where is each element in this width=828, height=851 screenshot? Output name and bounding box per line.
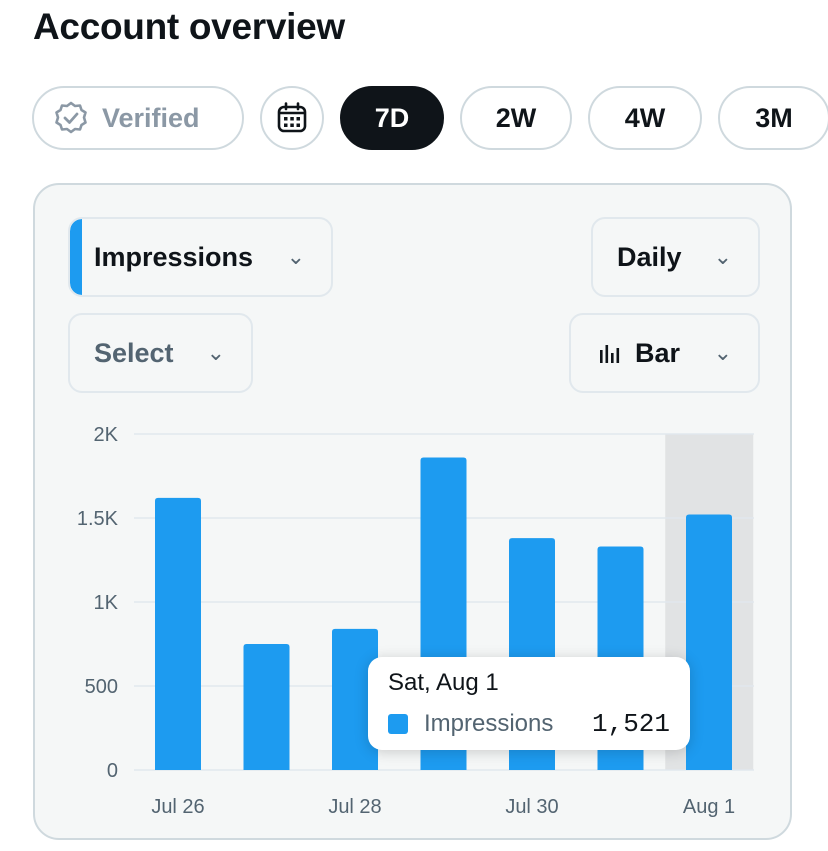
verified-label: Verified: [102, 102, 200, 133]
x-tick-label: Aug 1: [683, 796, 735, 818]
metric-label: Impressions: [94, 241, 254, 272]
y-tick-label: 1.5K: [77, 508, 119, 530]
tooltip-series-label: Impressions: [424, 710, 554, 737]
bar[interactable]: [243, 644, 290, 770]
x-tick-label: Jul 26: [151, 796, 204, 818]
period-2w-button[interactable]: 2W: [460, 86, 572, 150]
y-tick-label: 500: [85, 676, 118, 698]
interval-label: Daily: [617, 241, 682, 272]
x-tick-label: Jul 30: [505, 796, 558, 818]
tooltip-value: 1,521: [591, 709, 670, 739]
bar-chart-icon: [600, 345, 620, 363]
chart-tooltip: Sat, Aug 1 Impressions 1,521: [368, 657, 690, 750]
interval-dropdown[interactable]: Daily ⌄: [591, 217, 760, 297]
page-title: Account overview: [33, 6, 345, 47]
period-3m-button[interactable]: 3M: [718, 86, 828, 150]
x-tick-label: Jul 28: [328, 796, 381, 818]
y-tick-label: 1K: [94, 592, 119, 614]
verified-icon: [55, 101, 87, 134]
tooltip-series-swatch: [388, 714, 408, 734]
chevron-down-icon: ⌄: [286, 244, 305, 269]
compare-dropdown[interactable]: Select ⌄: [68, 313, 253, 393]
compare-label: Select: [94, 337, 174, 368]
metric-dropdown[interactable]: Impressions ⌄: [68, 217, 333, 297]
chart-type-dropdown[interactable]: Bar ⌄: [569, 313, 760, 393]
y-tick-label: 2K: [94, 424, 119, 446]
bar[interactable]: [332, 628, 378, 770]
period-7d-button[interactable]: 7D: [340, 86, 444, 150]
bar[interactable]: [155, 497, 201, 770]
period-4w-button[interactable]: 4W: [588, 86, 702, 150]
tooltip-date: Sat, Aug 1: [388, 669, 499, 696]
calendar-icon: [277, 102, 307, 133]
chevron-down-icon: ⌄: [713, 340, 732, 365]
chevron-down-icon: ⌄: [206, 340, 225, 365]
y-tick-label: 0: [107, 760, 118, 782]
chevron-down-icon: ⌄: [713, 244, 732, 269]
calendar-button[interactable]: [260, 86, 324, 150]
range-controls: Verified 7D 2W 4W 3M: [0, 86, 828, 150]
metric-color-accent: [70, 219, 82, 295]
bar[interactable]: [686, 514, 732, 770]
verified-badge[interactable]: Verified: [32, 86, 244, 150]
chart-type-label: Bar: [635, 337, 681, 368]
